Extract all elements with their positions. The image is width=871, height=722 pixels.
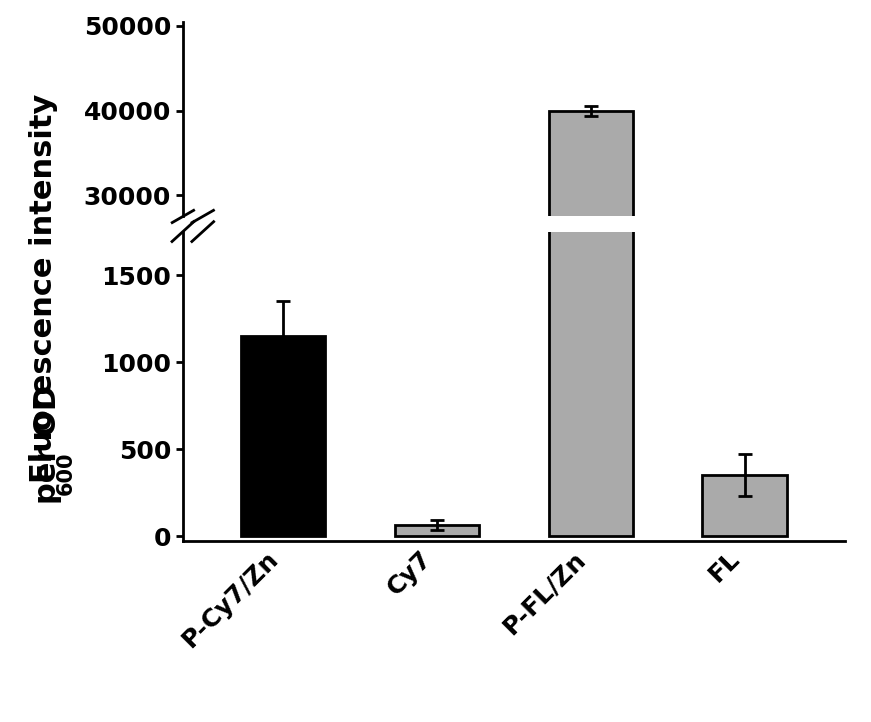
Bar (549, 110, 633, 449)
Text: 600: 600 (56, 451, 75, 495)
Text: per OD: per OD (33, 385, 63, 503)
Bar (703, 475, 787, 536)
Bar (240, 336, 325, 536)
Bar (240, 440, 325, 449)
Text: Fluorescence intensity: Fluorescence intensity (29, 94, 58, 484)
Bar (549, 0, 633, 536)
Bar (395, 525, 479, 536)
Bar (703, 446, 787, 449)
